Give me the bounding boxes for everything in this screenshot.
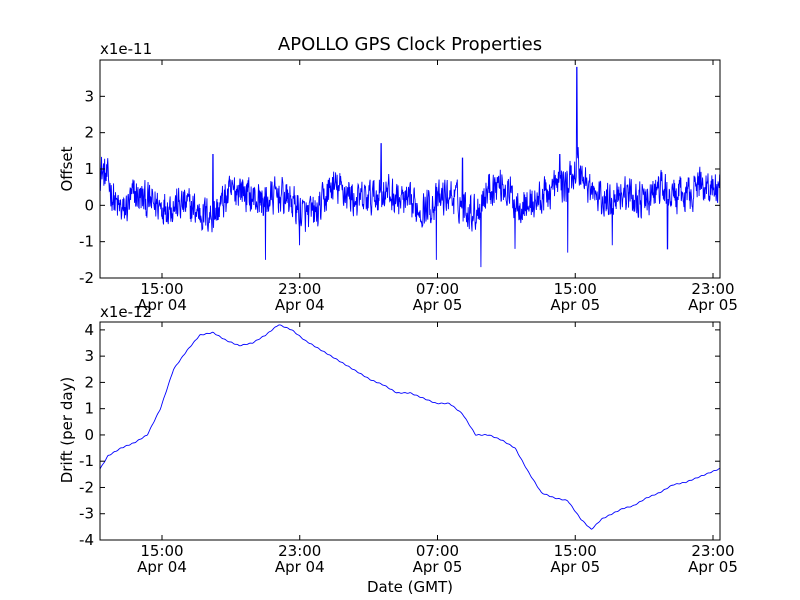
top-x-tick-label-date: Apr 04 (275, 296, 325, 314)
bottom-x-tick-label-date: Apr 04 (275, 558, 325, 576)
bottom-x-tick-label-time: 15:00 (554, 542, 597, 560)
top-x-tick-label-date: Apr 05 (550, 296, 600, 314)
bottom-y-tick-label: 2 (84, 373, 94, 391)
bottom-x-tick-label-time: 07:00 (416, 542, 459, 560)
top-offset-label: x1e-11 (100, 40, 152, 58)
bottom-x-axis-label: Date (GMT) (367, 578, 453, 596)
bottom-y-tick-label: -3 (79, 505, 94, 523)
bottom-y-tick-label: 1 (84, 400, 94, 418)
top-y-tick-label: -2 (79, 269, 94, 287)
bottom-x-tick-label-date: Apr 05 (413, 558, 463, 576)
bottom-axes-frame (99, 321, 721, 541)
top-x-tick-label-time: 07:00 (416, 280, 459, 298)
bottom-x-tick-label-time: 15:00 (140, 542, 183, 560)
bottom-series-line (100, 324, 720, 530)
bottom-y-tick-label: 3 (84, 347, 94, 365)
top-x-tick-label-date: Apr 05 (688, 296, 738, 314)
top-x-tick-label-date: Apr 05 (413, 296, 463, 314)
bottom-y-axis-label: Drift (per day) (58, 377, 76, 484)
bottom-y-tick-label: 4 (84, 321, 94, 339)
top-y-tick-label: -1 (79, 233, 94, 251)
top-y-axis-label: Offset (58, 146, 76, 191)
top-y-tick-label: 2 (84, 124, 94, 142)
chart-title: APOLLO GPS Clock Properties (278, 34, 542, 55)
bottom-x-tick-label-date: Apr 05 (550, 558, 600, 576)
top-y-tick-label: 3 (84, 87, 94, 105)
top-x-tick-label-date: Apr 04 (137, 296, 187, 314)
bottom-x-tick-label-time: 23:00 (691, 542, 734, 560)
top-y-tick-label: 1 (84, 160, 94, 178)
bottom-offset-label: x1e-12 (100, 303, 152, 321)
top-x-tick-label-time: 15:00 (140, 280, 183, 298)
top-series-line (100, 66, 720, 268)
bottom-y-tick-label: -2 (79, 478, 94, 496)
bottom-y-tick-label: -1 (79, 452, 94, 470)
bottom-y-tick-label: 0 (84, 426, 94, 444)
bottom-x-tick-label-time: 23:00 (278, 542, 321, 560)
top-x-tick-label-time: 15:00 (554, 280, 597, 298)
bottom-y-tick-label: -4 (79, 531, 94, 549)
top-x-tick-label-time: 23:00 (691, 280, 734, 298)
bottom-x-tick-label-date: Apr 04 (137, 558, 187, 576)
bottom-x-tick-label-date: Apr 05 (688, 558, 738, 576)
top-y-tick-label: 0 (84, 196, 94, 214)
top-x-tick-label-time: 23:00 (278, 280, 321, 298)
